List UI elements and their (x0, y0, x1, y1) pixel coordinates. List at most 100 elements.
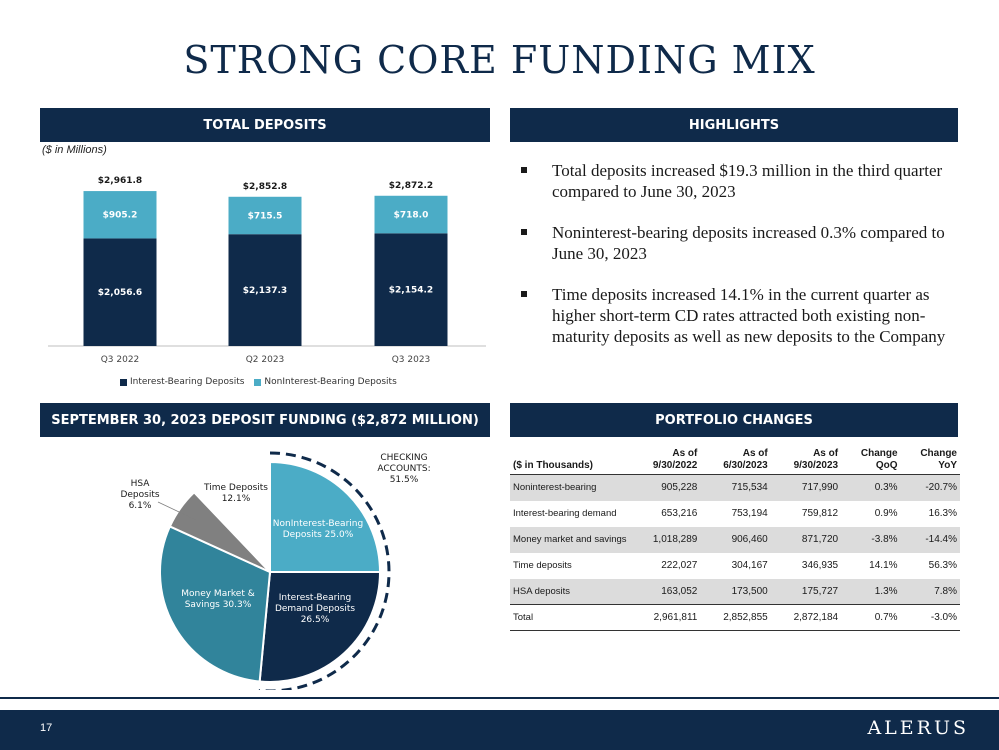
table-cell: Interest-bearing demand (513, 508, 617, 519)
x-tick-label: Q3 2022 (101, 355, 140, 365)
table-header-cell: As of 9/30/2023 (770, 446, 842, 475)
table-cell: 14.1% (869, 560, 898, 571)
table-cell: 717,990 (770, 474, 842, 501)
table-cell: 871,720 (770, 526, 842, 553)
table-cell: -14.4% (900, 526, 960, 553)
table-cell: 7.8% (900, 578, 960, 605)
table-cell: -3.0% (900, 604, 960, 631)
checking-accounts-dashed-arc (258, 451, 391, 690)
table-cell: 304,167 (731, 560, 768, 571)
table-row: Noninterest-bearing 905,228 715,534 717,… (510, 474, 960, 501)
table-cell: Noninterest-bearing (510, 474, 630, 501)
bar-segment (374, 233, 448, 346)
highlights-list: Total deposits increased $19.3 million i… (518, 160, 958, 367)
highlight-item: Time deposits increased 14.1% in the cur… (518, 284, 958, 347)
table-header-cell: ($ in Thousands) (510, 446, 630, 475)
table-cell: 16.3% (928, 508, 957, 519)
table-cell: 715,534 (700, 474, 771, 501)
table-cell: 0.9% (874, 508, 898, 519)
bar-total-label: $2,961.8 (98, 176, 142, 186)
table-header-cell: As of 9/30/2022 (630, 446, 701, 475)
pie-slice (159, 525, 272, 683)
bar-data-label: $2,137.3 (243, 286, 287, 296)
table-cell: 2,852,855 (700, 604, 771, 631)
table-header-cell: Change QoQ (841, 446, 901, 475)
table-cell: 653,216 (661, 508, 698, 519)
chart-legend: Interest-Bearing Deposits NonInterest-Be… (120, 377, 397, 387)
pie-slice (192, 460, 271, 575)
footer-bar: 17 ALERUS (0, 710, 999, 750)
alerus-logo: ALERUS (867, 717, 969, 739)
bar-segment (83, 191, 157, 239)
total-deposits-header: TOTAL DEPOSITS (40, 108, 490, 142)
table-row: Interest-bearing demand 653,216 753,194 … (510, 501, 960, 527)
table-cell: 173,500 (700, 578, 771, 605)
bar-data-label: $905.2 (103, 211, 138, 221)
table-cell: 0.3% (841, 474, 901, 501)
bar-data-label: $2,056.6 (98, 288, 142, 298)
pie-slice-label: Money Market & Savings 30.3% (181, 589, 255, 610)
table-row: Time deposits 222,027 304,167 346,935 14… (510, 553, 960, 579)
table-cell: 905,228 (630, 474, 701, 501)
portfolio-changes-header: PORTFOLIO CHANGES (510, 403, 958, 437)
table-header-cell: Change YoY (900, 446, 960, 475)
table-header-row: ($ in Thousands) As of 9/30/2022 As of 6/3… (510, 446, 960, 475)
table-cell: 2,961,811 (630, 604, 701, 631)
bar-total-label: $2,872.2 (389, 181, 433, 191)
x-tick-label: Q2 2023 (246, 355, 285, 365)
table-cell: 906,460 (700, 526, 771, 553)
legend-swatch-interest-bearing (120, 378, 127, 386)
pie-slice (269, 460, 382, 573)
portfolio-changes-table: ($ in Thousands) As of 9/30/2022 As of 6/3… (510, 446, 960, 631)
table-cell: Money market and savings (510, 526, 630, 553)
units-note: ($ in Millions) (42, 144, 107, 156)
footer-divider (0, 697, 999, 699)
table-row-total: Total 2,961,811 2,852,855 2,872,184 0.7%… (510, 604, 960, 631)
bar-segment (228, 196, 302, 235)
deposit-funding-pie-chart: NonInterest-Bearing Deposits 25.0% Interes… (120, 451, 431, 690)
bar-data-label: $2,154.2 (389, 286, 433, 296)
pie-slice-label: Time Deposits 12.1% (203, 483, 268, 504)
table-cell: -3.8% (841, 526, 901, 553)
table-cell: 56.3% (928, 560, 957, 571)
bar-segment (83, 238, 157, 346)
bar-total-label: $2,852.8 (243, 182, 287, 192)
portfolio-changes-table-wrap: ($ in Thousands) As of 9/30/2022 As of 6/3… (510, 446, 960, 631)
highlight-item: Noninterest-bearing deposits increased 0… (518, 222, 958, 264)
table-cell: 759,812 (801, 508, 839, 519)
table-cell: HSA deposits (510, 578, 630, 605)
table-cell: Total (510, 604, 630, 631)
x-tick-label: Q3 2023 (392, 355, 431, 365)
highlight-item: Total deposits increased $19.3 million i… (518, 160, 958, 202)
table-cell: 163,052 (630, 578, 701, 605)
bar-segment (228, 234, 302, 346)
checking-accounts-annotation: CHECKING ACCOUNTS: 51.5% (377, 453, 430, 485)
bar-segment (374, 195, 448, 234)
table-cell: 1.3% (841, 578, 901, 605)
legend-item-interest-bearing: Interest-Bearing Deposits (120, 377, 244, 387)
table-cell: 175,727 (770, 578, 842, 605)
pie-slice-label: NonInterest-Bearing Deposits 25.0% (273, 519, 363, 540)
table-cell: Time deposits (513, 560, 572, 571)
hsa-leader-line (157, 501, 197, 521)
deposit-funding-header: SEPTEMBER 30, 2023 DEPOSIT FUNDING ($2,8… (40, 403, 490, 437)
table-cell: 222,027 (661, 560, 698, 571)
table-row: Money market and savings 1,018,289 906,4… (510, 526, 960, 553)
bar-data-label: $718.0 (394, 211, 429, 221)
table-cell: -20.7% (900, 474, 960, 501)
table-cell: 753,194 (731, 508, 768, 519)
pie-slice (258, 571, 382, 683)
page-number: 17 (40, 722, 53, 734)
table-cell: 0.7% (841, 604, 901, 631)
pie-slice-label: Interest-Bearing Demand Deposits 26.5% (275, 593, 355, 625)
legend-label-noninterest-bearing: NonInterest-Bearing Deposits (264, 377, 397, 387)
table-header-cell: As of 6/30/2023 (700, 446, 771, 475)
pie-slice-label: HSA Deposits 6.1% (120, 479, 159, 511)
table-cell: 1,018,289 (630, 526, 701, 553)
highlights-header: HIGHLIGHTS (510, 108, 958, 142)
legend-item-noninterest-bearing: NonInterest-Bearing Deposits (254, 377, 397, 387)
bar-data-label: $715.5 (248, 211, 283, 221)
table-cell: 346,935 (801, 560, 839, 571)
legend-swatch-noninterest-bearing (254, 378, 262, 386)
legend-label-interest-bearing: Interest-Bearing Deposits (130, 377, 245, 387)
